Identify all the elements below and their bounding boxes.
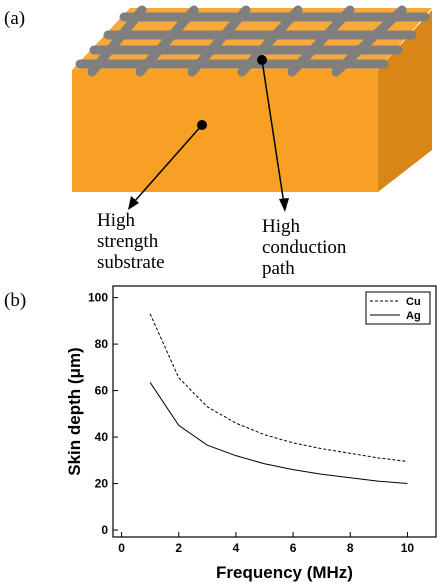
legend-label: Ag (406, 310, 421, 322)
figure: (a) HighstrengthsubstrateHighconductionp… (0, 0, 438, 583)
panel-label: (b) (4, 290, 26, 311)
x-tick-label: 0 (118, 541, 125, 555)
series-line (150, 382, 407, 483)
y-tick-label: 0 (101, 523, 108, 537)
y-tick-label: 100 (88, 291, 108, 305)
x-tick-label: 10 (401, 541, 415, 555)
legend-label: Cu (406, 296, 421, 308)
annotation-line: conduction (262, 237, 347, 258)
annotation-line: substrate (97, 252, 165, 273)
x-axis-label: Frequency (MHz) (216, 563, 353, 582)
y-tick-label: 40 (95, 430, 109, 444)
annotation-line: path (262, 258, 295, 279)
x-tick-label: 6 (290, 541, 297, 555)
x-tick-label: 4 (233, 541, 240, 555)
y-tick-label: 20 (95, 477, 109, 491)
series-line (150, 314, 407, 462)
x-tick-label: 2 (175, 541, 182, 555)
y-tick-label: 60 (95, 384, 109, 398)
annotation-line: High (262, 216, 301, 237)
block-diagram (72, 8, 432, 212)
panel-label: (a) (4, 8, 25, 29)
y-tick-label: 80 (95, 337, 109, 351)
x-tick-label: 8 (347, 541, 354, 555)
annotation-line: strength (97, 231, 159, 252)
y-axis-label: Skin depth (μm) (65, 347, 84, 475)
annotation-line: High (97, 210, 136, 231)
